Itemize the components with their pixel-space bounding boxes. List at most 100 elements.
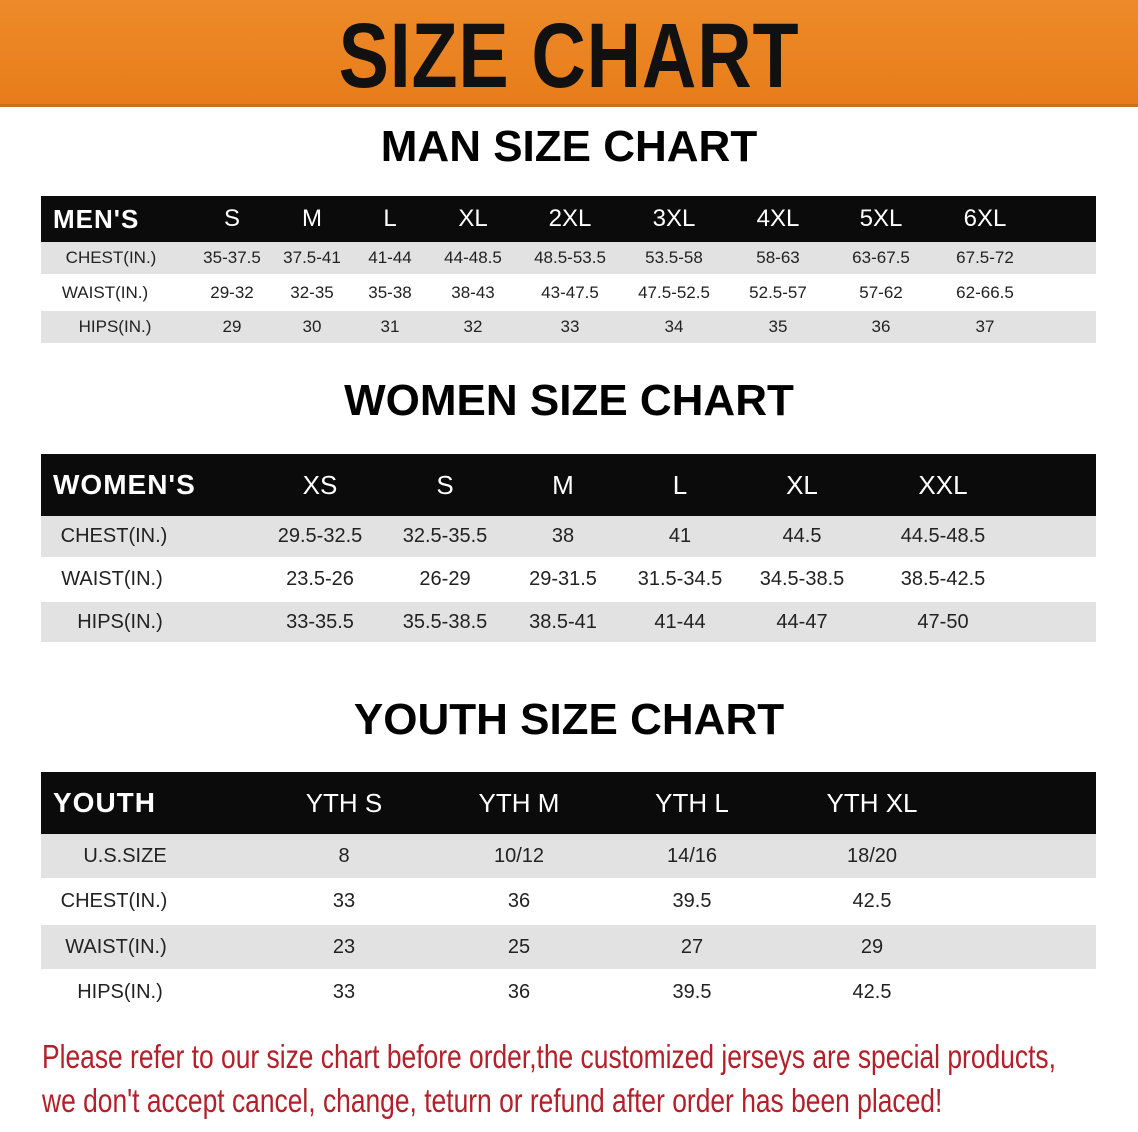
table-cell: 10/12: [493, 844, 545, 867]
men-section-title: MAN SIZE CHART: [380, 122, 758, 171]
table-cell: 35-37.5: [203, 248, 261, 267]
size-header: YTH XL: [826, 787, 918, 818]
table-cell: 67.5-72: [956, 248, 1014, 267]
size-header: M: [552, 469, 574, 500]
table-cell: 38.5-42.5: [900, 568, 986, 590]
row-label: CHEST(IN.): [60, 890, 168, 912]
table-cell: 32: [463, 317, 483, 336]
table-cell: 31.5-34.5: [637, 568, 723, 590]
women-section-title: WOMEN SIZE CHART: [344, 376, 794, 425]
table-cell: 36: [507, 981, 531, 1003]
table-cell: 62-66.5: [956, 282, 1014, 302]
table-cell: 58-63: [756, 248, 800, 267]
notice-line-2: we don't accept cancel, change, teturn o…: [42, 1082, 943, 1119]
table-cell: 33: [332, 981, 356, 1003]
table-cell: 52.5-57: [749, 282, 807, 302]
row-label: WAIST(IN.): [61, 282, 149, 302]
table-title-cell: YOUTH: [53, 787, 156, 818]
table-title-cell: MEN'S: [53, 203, 140, 234]
banner-title: SIZE CHART: [338, 5, 800, 107]
size-header: S: [223, 205, 241, 232]
men-size-table: MEN'S S M L XL 2XL 3XL 4XL 5XL 6XL CHEST(IN.) 35-37…: [41, 196, 1096, 346]
table-cell: 39.5: [672, 981, 712, 1003]
table-cell: 44-47: [776, 610, 828, 633]
youth-section-title: YOUTH SIZE CHART: [353, 695, 785, 744]
table-cell: 27: [680, 935, 704, 958]
table-cell: 43-47.5: [541, 282, 599, 302]
header-row: WOMEN'S XS S M L XL XXL: [41, 454, 1096, 516]
size-header: 2XL: [548, 205, 592, 232]
table-cell: 38-43: [451, 282, 495, 302]
table-cell: 38.5-41: [529, 610, 597, 633]
table-cell: 36: [507, 890, 531, 912]
size-header: L: [383, 205, 397, 232]
table-cell: 30: [302, 317, 322, 336]
table-cell: 29: [222, 317, 242, 336]
row-label: WAIST(IN.): [65, 935, 167, 958]
table-row: CHEST(IN.) 33 36 39.5 42.5: [41, 880, 1096, 923]
table-cell: 18/20: [846, 844, 898, 867]
table-cell: 38: [551, 525, 575, 547]
table-cell: 39.5: [672, 890, 712, 912]
size-header: 6XL: [963, 205, 1007, 232]
table-cell: 29: [860, 935, 884, 958]
row-label: CHEST(IN.): [65, 248, 157, 267]
size-header: XS: [302, 469, 338, 500]
size-header: L: [672, 469, 688, 500]
table-cell: 34: [664, 317, 684, 336]
table-row: HIPS(IN.) 33 36 39.5 42.5: [41, 971, 1096, 1014]
table-cell: 37.5-41: [283, 248, 341, 267]
table-row: WAIST(IN.) 29-32 32-35 35-38 38-43 43-47.5 47.…: [41, 276, 1096, 309]
table-cell: 33: [332, 890, 356, 912]
size-header: YTH M: [478, 787, 560, 818]
women-size-table: WOMEN'S XS S M L XL XXL CHEST(IN.) 29.5-32.5 32.5…: [41, 454, 1096, 644]
row-label: HIPS(IN.): [77, 981, 163, 1003]
size-header: 4XL: [756, 205, 800, 232]
table-row: U.S.SIZE 8 10/12 14/16 18/20: [41, 834, 1096, 878]
table-cell: 44.5-48.5: [900, 525, 986, 547]
size-header: XL: [458, 205, 488, 232]
table-cell: 48.5-53.5: [534, 248, 606, 267]
table-cell: 23: [332, 935, 356, 958]
table-cell: 33-35.5: [286, 610, 354, 633]
table-cell: 32-35: [290, 282, 334, 302]
table-cell: 29-32: [210, 282, 254, 302]
notice-line-1: Please refer to our size chart before or…: [42, 1038, 1056, 1075]
table-cell: 47.5-52.5: [638, 282, 710, 302]
table-cell: 41: [668, 525, 692, 547]
header-row: MEN'S S M L XL 2XL 3XL 4XL 5XL 6XL: [41, 196, 1096, 242]
table-cell: 29-31.5: [529, 568, 597, 590]
table-cell: 23.5-26: [286, 568, 354, 590]
table-cell: 44-48.5: [444, 248, 502, 267]
table-cell: 63-67.5: [852, 248, 910, 267]
table-cell: 37: [975, 317, 995, 336]
table-row: WAIST(IN.) 23.5-26 26-29 29-31.5 31.5-34.5 34…: [41, 559, 1096, 600]
table-cell: 26-29: [419, 568, 471, 590]
table-cell: 8: [338, 844, 350, 867]
size-header: 3XL: [652, 205, 696, 232]
table-cell: 41-44: [654, 610, 706, 633]
table-cell: 41-44: [368, 248, 412, 267]
table-cell: 36: [871, 317, 891, 336]
table-row: CHEST(IN.) 35-37.5 37.5-41 41-44 44-48.5 48.5…: [41, 242, 1096, 274]
size-header: 5XL: [859, 205, 903, 232]
table-cell: 35: [768, 317, 788, 336]
table-cell: 47-50: [917, 610, 969, 633]
row-label: WAIST(IN.): [61, 568, 163, 590]
size-header: XXL: [918, 469, 968, 500]
row-label: HIPS(IN.): [77, 610, 163, 633]
size-header: XL: [786, 469, 818, 500]
table-cell: 32.5-35.5: [402, 525, 488, 547]
row-label: CHEST(IN.): [60, 525, 168, 547]
table-cell: 53.5-58: [645, 248, 703, 267]
header-row: YOUTH YTH S YTH M YTH L YTH XL: [41, 772, 1096, 834]
table-row: HIPS(IN.) 33-35.5 35.5-38.5 38.5-41 41-44 44-…: [41, 602, 1096, 642]
table-row: WAIST(IN.) 23 25 27 29: [41, 925, 1096, 969]
table-cell: 35-38: [368, 282, 412, 302]
row-label: U.S.SIZE: [83, 844, 167, 867]
size-header: M: [302, 205, 322, 232]
table-cell: 35.5-38.5: [402, 610, 488, 633]
size-header: S: [436, 469, 454, 500]
row-label: HIPS(IN.): [78, 317, 152, 336]
banner: SIZE CHART: [0, 0, 1138, 107]
